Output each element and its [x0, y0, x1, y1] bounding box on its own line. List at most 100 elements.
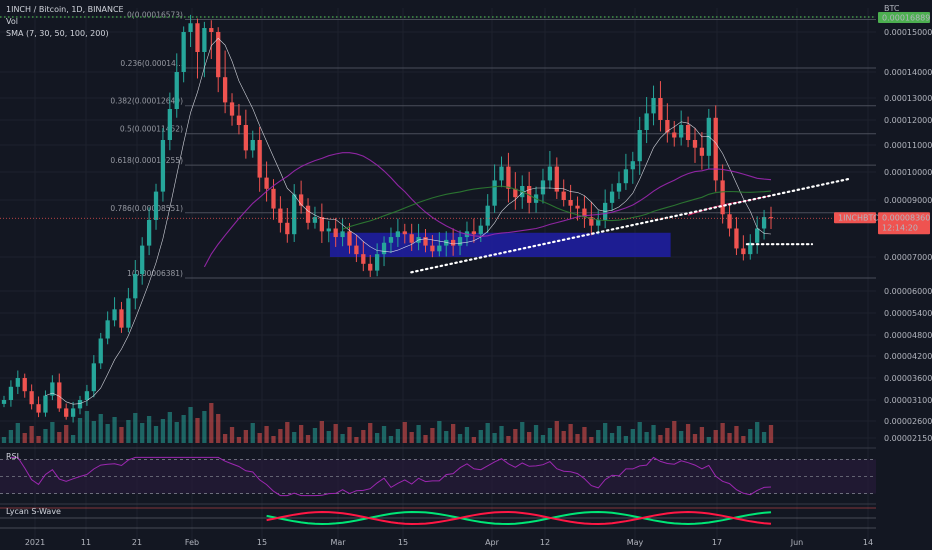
candle-body [278, 208, 283, 223]
wave-main-line [266, 510, 772, 526]
candle-body [216, 32, 221, 78]
candle-body [457, 237, 463, 246]
volume-bar [368, 423, 373, 443]
price-tick-label: 0.00009000 [884, 196, 932, 205]
candle-body [354, 245, 359, 255]
volume-bar [160, 419, 166, 443]
candle-body [665, 120, 670, 133]
top-price-badge [878, 12, 930, 23]
volume-bar [112, 417, 117, 443]
volume-bar [8, 430, 14, 443]
candle-body [692, 140, 698, 148]
volume-bar [741, 436, 746, 443]
volume-bar [305, 435, 311, 443]
candle-body [195, 23, 200, 52]
candle-body [727, 214, 732, 229]
candle-body [637, 130, 642, 162]
volume-bar [527, 432, 532, 443]
volume-bar [423, 435, 428, 443]
candle-body [146, 219, 152, 246]
volume-label: Vol [6, 17, 18, 26]
volume-bar [451, 424, 456, 443]
volume-bars [1, 403, 774, 443]
volume-bar [492, 433, 497, 443]
candle-body [720, 180, 725, 215]
grid [0, 8, 876, 540]
candle-body [181, 32, 186, 72]
volume-bar [665, 428, 670, 443]
candle-body [140, 245, 145, 274]
volume-bar [243, 430, 248, 443]
volume-bar [755, 422, 760, 443]
time-tick-label: May [627, 538, 644, 547]
rsi-line [10, 456, 772, 497]
volume-bar [464, 427, 470, 443]
price-axis: 0.00015000 0.00014000 0.00013000 0.00012000… [834, 0, 932, 550]
volume-bar [298, 425, 304, 443]
price-tick-label: 0.00002600 [884, 417, 932, 426]
volume-bar [22, 433, 27, 443]
candle-body [437, 245, 442, 252]
volume-bar [596, 430, 601, 443]
candle-body [761, 217, 767, 229]
volume-bar [285, 422, 290, 443]
volume-bar [222, 434, 228, 443]
candle-body [202, 28, 207, 52]
candle-body [582, 208, 587, 218]
price-tick-label: 0.00006000 [884, 287, 932, 296]
candle-body [513, 188, 518, 198]
candle-body [741, 248, 746, 255]
candle-body [644, 113, 649, 130]
volume-bar [713, 430, 718, 443]
candle-body [264, 177, 269, 189]
candle-body [98, 338, 103, 364]
volume-bar [347, 427, 352, 443]
candle-body [685, 125, 691, 140]
volume-bar [64, 425, 69, 443]
candle-body [15, 378, 20, 387]
volume-bar [471, 437, 477, 443]
candle-body [305, 205, 311, 223]
volume-bar [768, 425, 774, 443]
volume-bar [70, 435, 76, 443]
candle-body [361, 254, 366, 264]
volume-bar [630, 429, 635, 443]
volume-bar [533, 425, 539, 443]
candle-body [84, 391, 90, 400]
candle-body [755, 228, 760, 243]
candle-body [451, 239, 456, 246]
volume-bar [554, 421, 559, 443]
candle-body [368, 263, 373, 271]
candle-body [250, 140, 255, 151]
price-axis-bg [876, 0, 932, 550]
volume-bar [520, 422, 525, 443]
volume-bar [609, 433, 615, 443]
candle-body [430, 245, 435, 252]
candle-body [713, 117, 718, 181]
candle-body [64, 408, 69, 417]
time-tick-label: Mar [330, 538, 346, 547]
volume-bar [91, 421, 96, 443]
time-tick-label: 17 [712, 538, 722, 547]
candle-body [77, 400, 83, 409]
candle-body [298, 194, 304, 206]
volume-bar [727, 433, 732, 443]
fib-level-label: 1(0.00006381) [127, 269, 183, 278]
volume-bar [340, 434, 345, 443]
candle-body [222, 77, 228, 103]
candle-body [119, 309, 124, 328]
candle-body [381, 242, 387, 255]
volume-bar [637, 422, 642, 443]
candle-body [630, 161, 635, 170]
volume-bar [36, 436, 41, 443]
volume-bar [603, 423, 608, 443]
volume-bar [478, 430, 483, 443]
volume-bar [188, 407, 193, 443]
candle-body [547, 166, 553, 181]
volume-bar [485, 423, 490, 443]
volume-bar [77, 418, 83, 443]
volume-bar [444, 431, 449, 443]
candle-body [29, 391, 34, 405]
volume-bar [319, 421, 324, 443]
